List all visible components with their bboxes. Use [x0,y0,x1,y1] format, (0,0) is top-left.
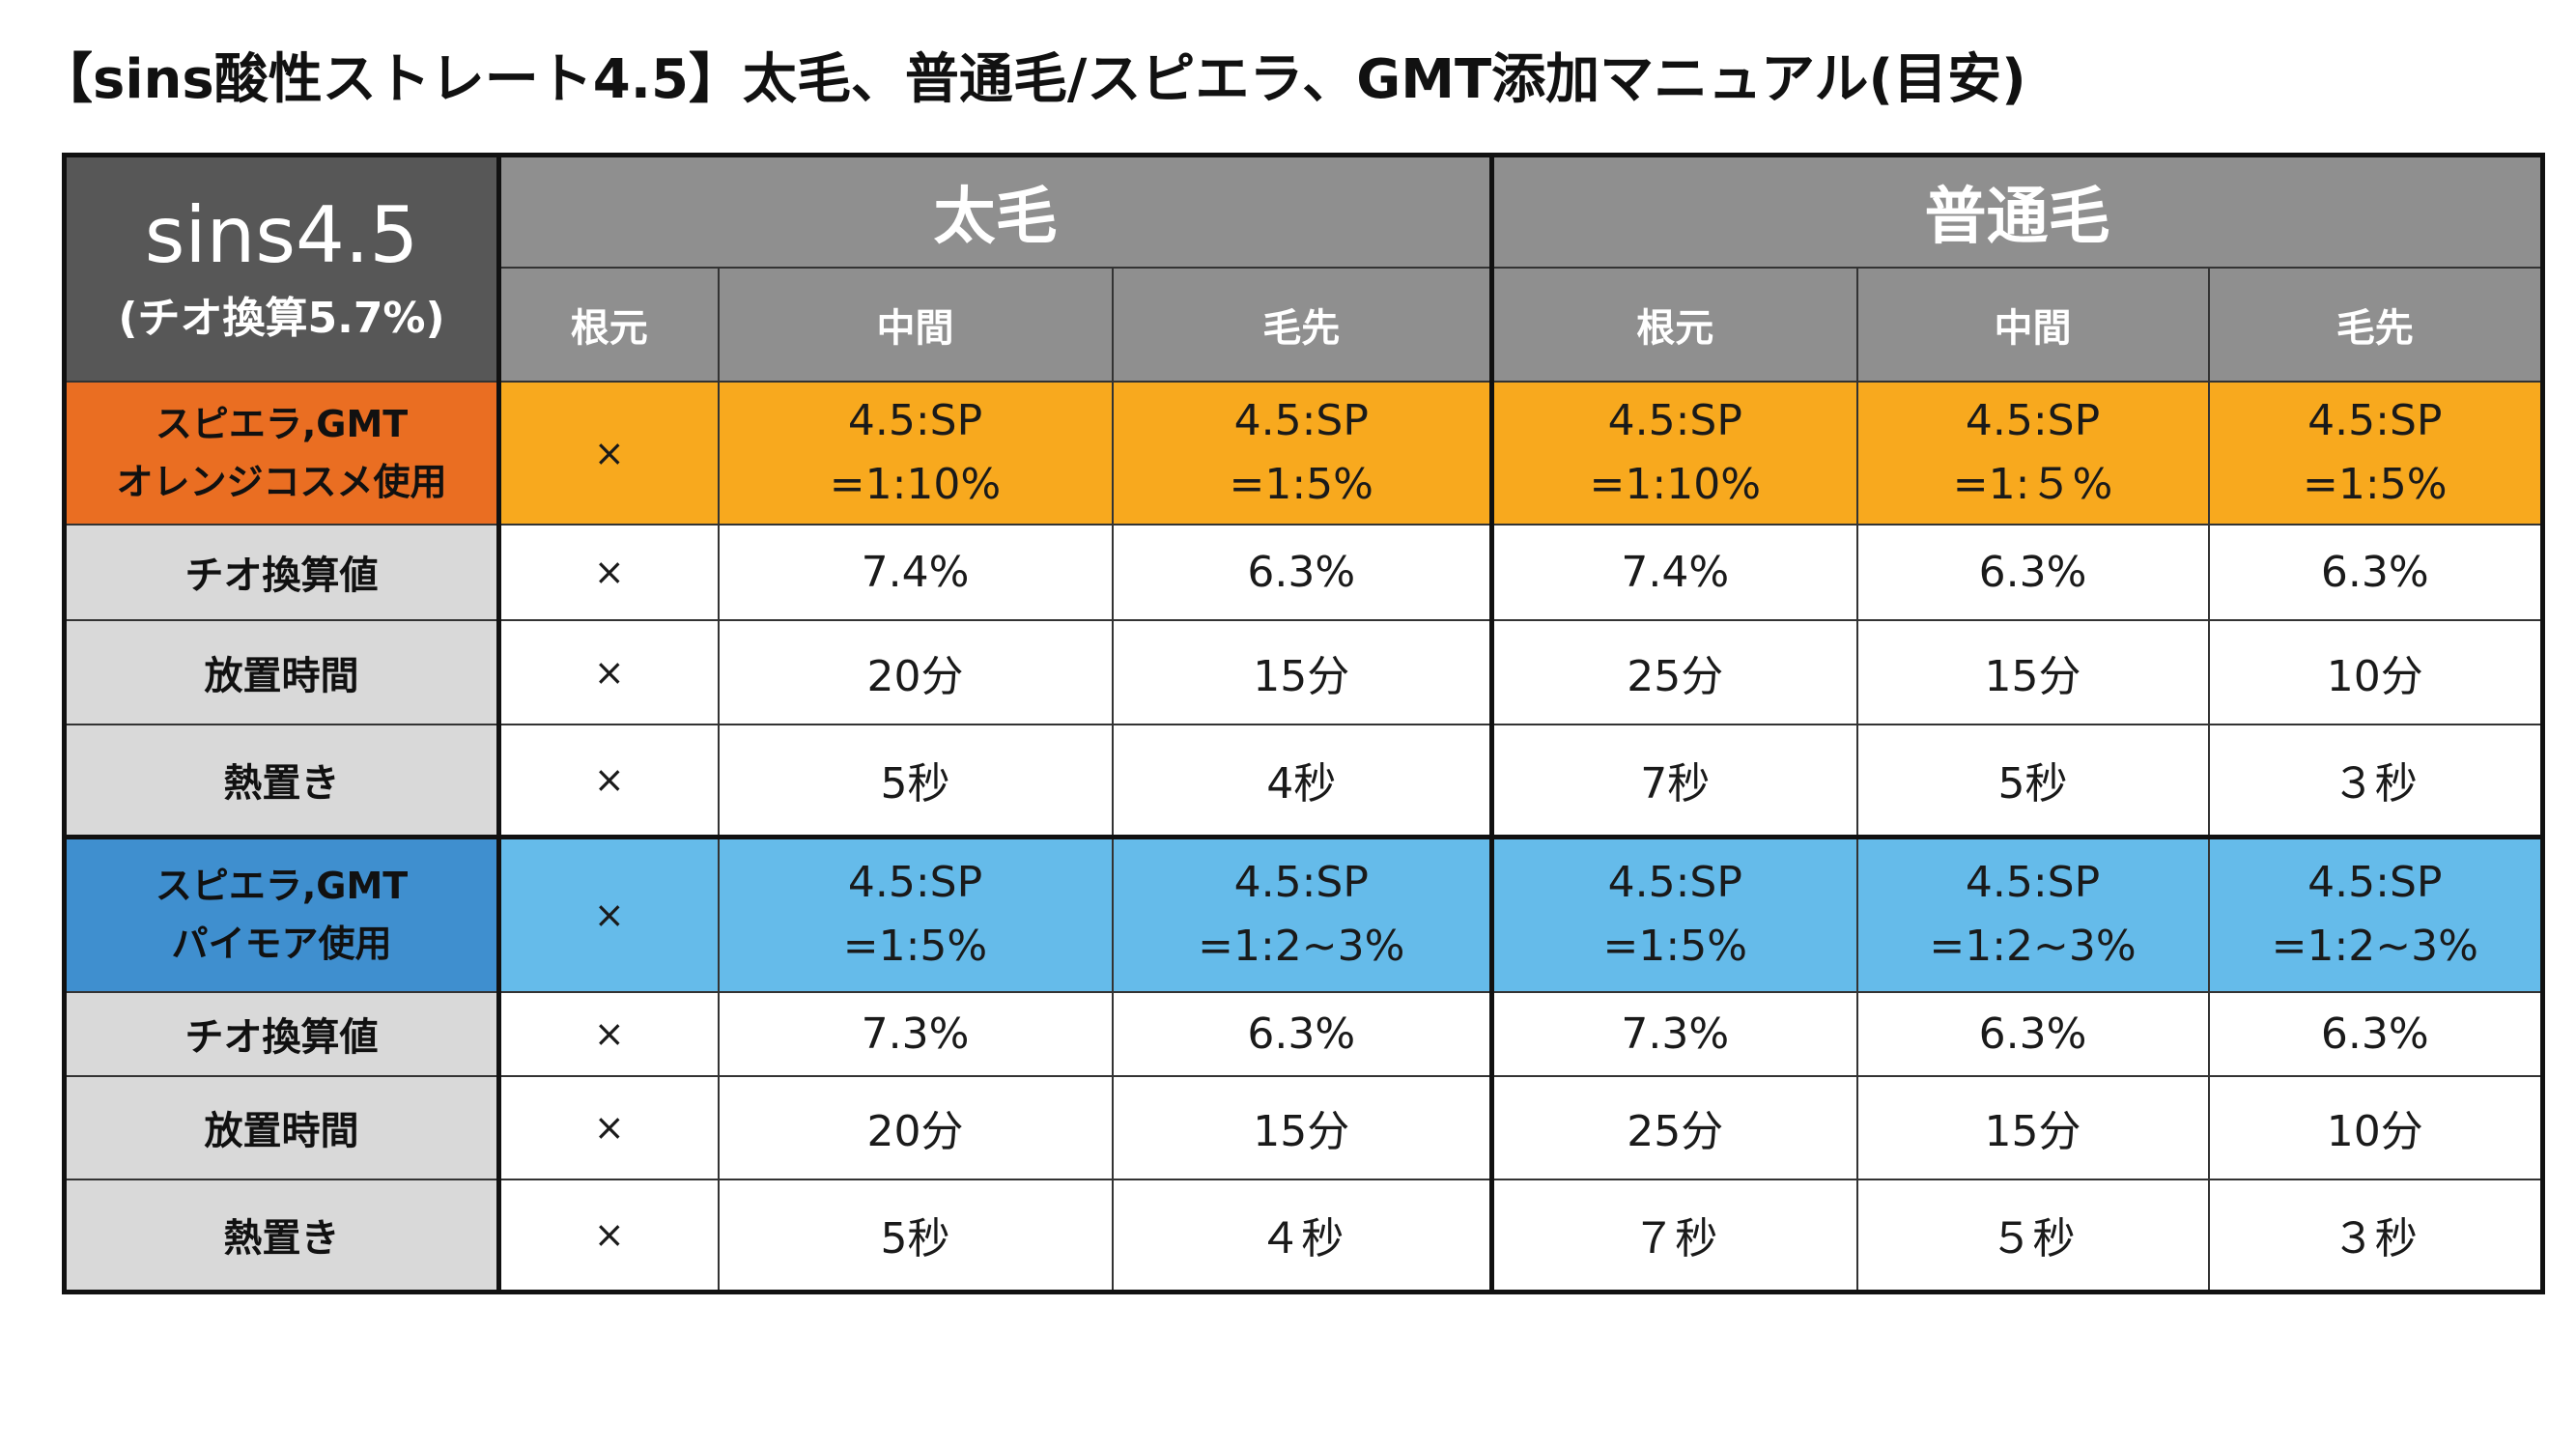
table-cell: × [497,990,720,1077]
section-label-orange: スピエラ,GMT オレンジコスメ使用 [62,380,501,526]
table-cell: 6.3% [1855,990,2210,1077]
table-cell: 20分 [717,1074,1114,1180]
table-cell: 15分 [1111,618,1495,725]
ratio-line: 4.5:SP [1233,858,1369,908]
table-cell: 7.4% [717,523,1114,621]
corner-cell: sins4.5 (チオ換算5.7%) [62,153,501,383]
row-label: 熱置き [62,1178,501,1294]
table-cell: 5秒 [1855,723,2210,839]
ratio-cell: 4.5:SP =1:10% [1490,380,1858,526]
table-cell: 6.3% [1855,523,2210,621]
table-cell: ４秒 [1111,1178,1495,1294]
section-label-blue: スピエラ,GMT パイモア使用 [62,836,501,993]
ratio-line: 4.5:SP [1965,858,2101,908]
ratio-cell: 4.5:SP =1:2~3% [1855,836,2210,993]
ratio-cell: 4.5:SP =1:10% [717,380,1114,526]
ratio-line: =1:10% [1589,459,1761,509]
ratio-line: 4.5:SP [847,395,983,445]
table-cell: × [497,523,720,621]
page-title: 【sins酸性ストレート4.5】太毛、普通毛/スピエラ、GMT添加マニュアル(目… [39,48,2026,111]
sub-header-root: 根元 [496,266,720,383]
table-cell: 15分 [1855,1074,2210,1180]
sub-header-middle: 中間 [1855,266,2210,383]
ratio-line: 4.5:SP [1607,858,1742,908]
table-cell: 6.3% [1111,523,1495,621]
table-cell: 6.3% [2207,990,2546,1077]
row-label: 放置時間 [62,1074,501,1180]
manual-table: sins4.5 (チオ換算5.7%) 太毛 普通毛 根元 中間 毛先 根元 中間… [62,153,2546,1294]
corner-subtitle: (チオ換算5.7%) [118,294,445,344]
ratio-line: =1:5% [842,922,988,972]
table-cell: 6.3% [1111,990,1495,1077]
corner-title: sins4.5 [144,190,419,281]
group-header-normal: 普通毛 [1490,153,2546,269]
section-label-line: スピエラ,GMT [155,865,409,908]
ratio-line: =1:5% [1229,459,1374,509]
ratio-line: =1:5% [2303,459,2448,509]
table-cell: ３秒 [2207,723,2546,839]
ratio-line: 4.5:SP [1607,395,1742,445]
sub-header-tip: 毛先 [1111,266,1495,383]
ratio-cell: 4.5:SP =1:5% [717,836,1114,993]
ratio-cell: 4.5:SP =1:5% [1490,836,1858,993]
ratio-cell: × [497,380,720,526]
ratio-line: =1:2~3% [1929,922,2137,972]
table-cell: 15分 [1111,1074,1495,1180]
ratio-line: 4.5:SP [2307,858,2443,908]
ratio-cell: 4.5:SP =1:5% [1111,380,1495,526]
ratio-line: =1:5% [1602,922,1748,972]
ratio-cell: 4.5:SP =1:2~3% [2207,836,2546,993]
table-cell: 15分 [1855,618,2210,725]
table-cell: × [497,1074,720,1180]
row-label: チオ換算値 [62,523,501,621]
table-cell: 7.3% [1490,990,1858,1077]
table-cell: 25分 [1490,618,1858,725]
ratio-line: =1:2~3% [2271,922,2478,972]
table-cell: 10分 [2207,618,2546,725]
sub-header-root: 根元 [1490,266,1858,383]
table-cell: 5秒 [717,1178,1114,1294]
ratio-cell: 4.5:SP =1:５% [1855,380,2210,526]
table-cell: ７秒 [1490,1178,1858,1294]
table-cell: ３秒 [2207,1178,2546,1294]
table-cell: 5秒 [717,723,1114,839]
table-cell: 7秒 [1490,723,1858,839]
table-cell: × [497,723,720,839]
table-cell: 4秒 [1111,723,1495,839]
table-cell: 7.4% [1490,523,1858,621]
table-cell: × [497,1178,720,1294]
ratio-cell: 4.5:SP =1:2~3% [1111,836,1495,993]
section-label-line: パイモア使用 [171,923,392,966]
ratio-line: =1:10% [829,459,1002,509]
row-label: 熱置き [62,723,501,839]
ratio-line: 4.5:SP [2307,395,2443,445]
ratio-cell: 4.5:SP =1:5% [2207,380,2546,526]
table-cell: 10分 [2207,1074,2546,1180]
table-cell: 25分 [1490,1074,1858,1180]
ratio-line: 4.5:SP [1233,395,1369,445]
ratio-line: =1:５% [1952,459,2113,509]
table-cell: 6.3% [2207,523,2546,621]
ratio-line: 4.5:SP [847,858,983,908]
table-cell: ５秒 [1855,1178,2210,1294]
ratio-line: × [593,431,625,474]
table-cell: 7.3% [717,990,1114,1077]
row-label: チオ換算値 [62,990,501,1077]
group-header-thick: 太毛 [497,153,1495,269]
section-label-line: オレンジコスメ使用 [116,460,447,503]
ratio-line: =1:2~3% [1198,922,1405,972]
sub-header-middle: 中間 [717,266,1114,383]
table-cell: 20分 [717,618,1114,725]
ratio-line: 4.5:SP [1965,395,2101,445]
sub-header-tip: 毛先 [2207,266,2546,383]
table-cell: × [497,618,720,725]
section-label-line: スピエラ,GMT [155,402,409,445]
ratio-line: × [593,894,625,937]
ratio-cell: × [497,836,720,993]
row-label: 放置時間 [62,618,501,725]
